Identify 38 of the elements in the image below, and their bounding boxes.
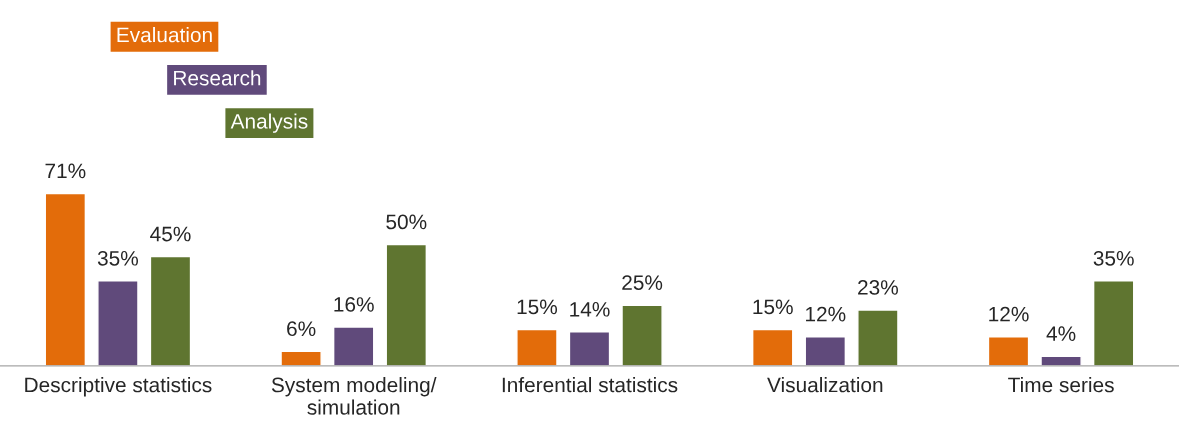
bar	[1092, 280, 1135, 366]
data-label: 15%	[517, 299, 558, 315]
bar	[149, 255, 192, 366]
bar	[621, 304, 663, 366]
data-label: 12%	[989, 306, 1029, 322]
data-label: 71%	[45, 163, 86, 179]
x-tick-label: Descriptive statistics	[25, 377, 212, 397]
bar	[332, 326, 375, 366]
bar	[385, 243, 428, 366]
bar	[751, 328, 794, 366]
bar	[568, 331, 611, 366]
x-tick-label: Inferential statistics	[502, 377, 678, 393]
data-label: 45%	[150, 226, 191, 242]
x-tick-label: Visualization	[767, 377, 883, 393]
data-label: 12%	[806, 306, 846, 322]
data-label: 4%	[1046, 326, 1076, 341]
bar	[804, 336, 847, 366]
text: Analysis	[230, 113, 308, 133]
x-tick-label: System modeling/ simulation	[271, 377, 437, 415]
x-tick-label: Time series	[1008, 377, 1114, 393]
bar	[280, 350, 322, 366]
text: Research	[174, 70, 261, 86]
data-label: 15%	[753, 299, 793, 315]
bar	[857, 309, 899, 366]
bar	[44, 192, 87, 366]
data-label: 6%	[287, 321, 316, 337]
bar	[97, 280, 139, 366]
text: Evaluation	[117, 27, 212, 43]
bar	[987, 336, 1030, 366]
data-label: 25%	[622, 275, 663, 290]
data-label: 23%	[858, 280, 898, 295]
bar	[516, 328, 558, 366]
data-label: 14%	[570, 302, 610, 317]
data-label: 50%	[386, 214, 427, 230]
data-label: 35%	[97, 250, 139, 266]
data-label: 16%	[334, 297, 374, 312]
data-label: 35%	[1093, 250, 1134, 266]
bar	[1040, 355, 1082, 366]
